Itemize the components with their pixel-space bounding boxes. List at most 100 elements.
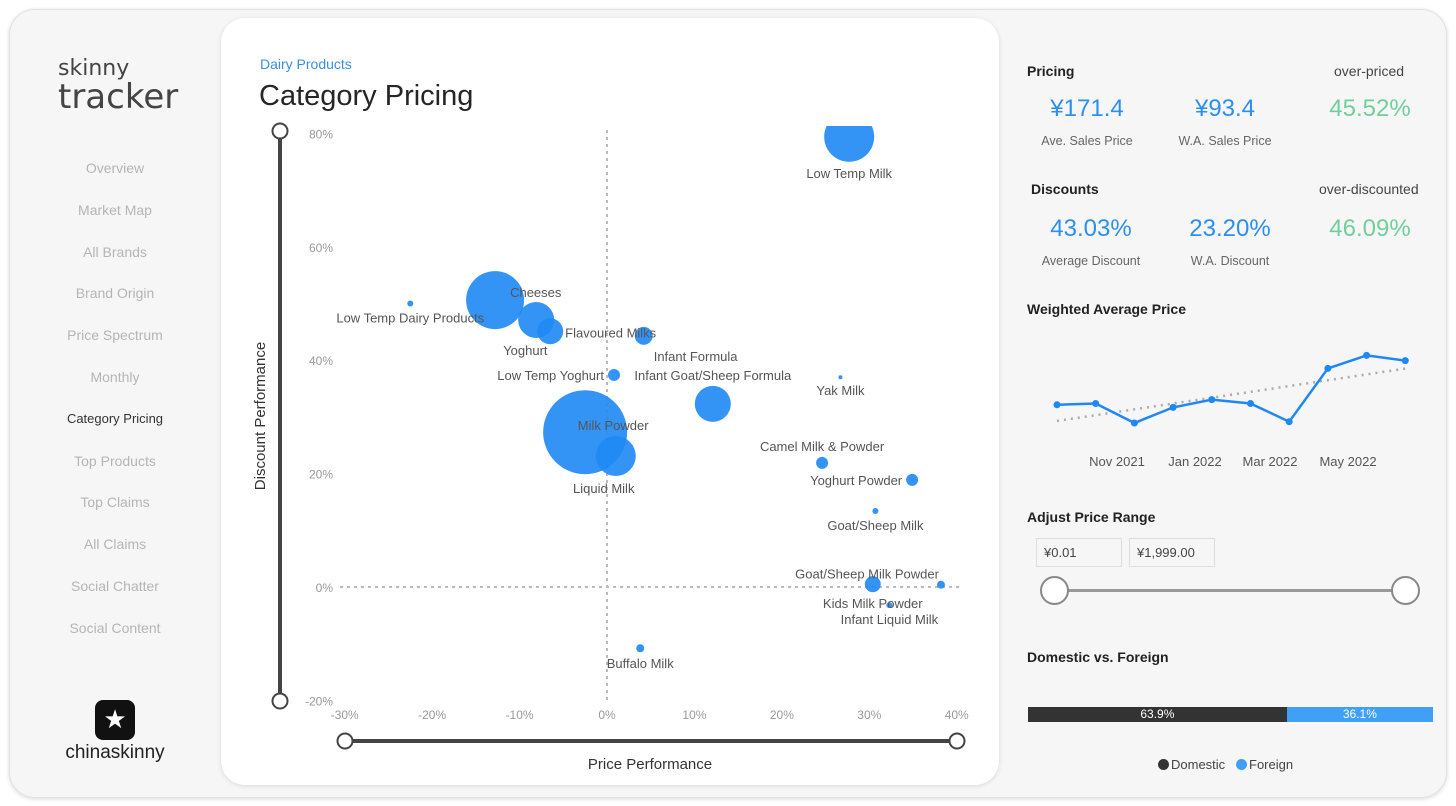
- price-range-min-handle[interactable]: [1040, 576, 1069, 605]
- bubble-cheeses[interactable]: [466, 271, 525, 330]
- point-label: Camel Milk & Powder: [760, 439, 885, 454]
- y-tick-label: 0%: [316, 581, 334, 595]
- price-point[interactable]: [1247, 400, 1254, 407]
- wap-x-tick: May 2022: [1319, 454, 1376, 469]
- sidebar-item-all-brands[interactable]: All Brands: [83, 243, 147, 260]
- price-point[interactable]: [1092, 400, 1100, 407]
- sidebar-item-price-spectrum[interactable]: Price Spectrum: [67, 327, 163, 344]
- price-point[interactable]: [1363, 351, 1371, 359]
- dvf-heading: Domestic vs. Foreign: [1027, 649, 1169, 665]
- sidebar-item-market-map[interactable]: Market Map: [78, 201, 152, 218]
- over-priced-label: over-priced: [1334, 63, 1405, 79]
- sidebar-item-brand-origin[interactable]: Brand Origin: [75, 285, 155, 302]
- bubble-infant-goat-sheep-formula[interactable]: [694, 385, 731, 422]
- sidebar-item-top-products[interactable]: Top Products: [74, 452, 156, 469]
- wa-sales-price-label: W.A. Sales Price: [1178, 134, 1272, 148]
- sidebar-nav: Overview Market Map All Brands Brand Origin…: [30, 155, 200, 657]
- x-tick-label: 30%: [857, 708, 881, 722]
- point-label: Kids Milk Powder: [823, 596, 923, 611]
- domestic-dot-icon: [1158, 759, 1169, 770]
- wa-discount-value: 23.20%: [1189, 215, 1271, 242]
- sidebar-item-social-chatter[interactable]: Social Chatter: [71, 577, 159, 594]
- wap-x-tick: Mar 2022: [1243, 454, 1298, 469]
- min-price-input[interactable]: ¥0.01: [1036, 538, 1122, 567]
- price-point[interactable]: [1401, 357, 1409, 365]
- x-tick-label: -20%: [418, 708, 446, 722]
- legend-domestic[interactable]: Domestic: [1158, 757, 1225, 772]
- y-slider-bottom-handle[interactable]: [271, 692, 289, 710]
- point-label: Milk Powder: [578, 418, 649, 433]
- point-label: Infant Liquid Milk: [841, 612, 939, 627]
- price-point[interactable]: [1324, 364, 1332, 372]
- scatter-chart: Low Temp Milk Low Temp Dairy Products Chee…: [252, 112, 969, 773]
- point-label: Infant Formula: [654, 349, 739, 364]
- point-label: Yak Milk: [816, 383, 865, 398]
- bubble-yoghurt-powder[interactable]: [906, 473, 919, 486]
- x-axis-title: Price Performance: [588, 756, 712, 773]
- foreign-segment[interactable]: 36.1%: [1286, 707, 1433, 722]
- domestic-segment[interactable]: 63.9%: [1028, 707, 1287, 722]
- bubble-goat-sheep-milk-powder[interactable]: [936, 580, 945, 589]
- logo-line2: tracker: [58, 77, 179, 117]
- over-priced-value: 45.52%: [1329, 95, 1411, 122]
- y-tick-label: 20%: [309, 468, 333, 482]
- logo-line1: skinny: [58, 56, 130, 81]
- sidebar-item-social-content[interactable]: Social Content: [69, 619, 161, 636]
- bubble-buffalo-milk[interactable]: [636, 644, 645, 653]
- bubble-goat-sheep-milk[interactable]: [872, 508, 879, 515]
- bubble-camel-milk-powder[interactable]: [816, 456, 829, 469]
- pricing-heading: Pricing: [1027, 63, 1075, 79]
- chinaskinny-brand: ★ chinaskinny: [64, 700, 166, 764]
- discounts-heading: Discounts: [1031, 181, 1099, 197]
- price-point[interactable]: [1169, 403, 1177, 411]
- domestic-foreign-bar: 63.9% 36.1%: [1028, 707, 1433, 722]
- bubble-flavoured-milks[interactable]: [537, 318, 564, 345]
- point-label: Infant Goat/Sheep Formula: [634, 368, 792, 383]
- sidebar-item-all-claims[interactable]: All Claims: [83, 536, 147, 553]
- y-slider-top-handle[interactable]: [271, 122, 289, 140]
- x-tick-label: 20%: [770, 708, 794, 722]
- wap-heading: Weighted Average Price: [1027, 301, 1186, 317]
- bubble-yak-milk[interactable]: [838, 375, 843, 380]
- sidebar-item-category-pricing[interactable]: Category Pricing: [66, 410, 164, 426]
- point-label: Goat/Sheep Milk Powder: [795, 567, 939, 582]
- price-range-heading: Adjust Price Range: [1027, 509, 1156, 525]
- point-label: Yoghurt: [503, 343, 548, 358]
- skinny-tracker-logo: skinny tracker: [58, 56, 179, 117]
- brand-name: chinaskinny: [65, 742, 165, 763]
- price-range-track: [1054, 589, 1406, 592]
- legend-foreign[interactable]: Foreign: [1236, 757, 1293, 772]
- x-tick-label: 40%: [945, 708, 969, 722]
- bubble-infant-liquid-milk[interactable]: [886, 602, 893, 609]
- y-tick-label: 80%: [309, 127, 333, 141]
- breadcrumb[interactable]: Dairy Products: [260, 56, 352, 72]
- wap-x-tick: Jan 2022: [1168, 454, 1222, 469]
- price-point[interactable]: [1285, 418, 1293, 426]
- average-discount-value: 43.03%: [1050, 215, 1132, 242]
- price-point[interactable]: [1053, 401, 1061, 409]
- point-label: Goat/Sheep Milk: [827, 518, 924, 533]
- bubble-low-temp-milk[interactable]: [824, 112, 875, 162]
- x-tick-label: -30%: [331, 708, 359, 722]
- price-point[interactable]: [1208, 396, 1216, 404]
- bubble-kids-milk-powder[interactable]: [864, 576, 881, 593]
- trend-line: [1056, 367, 1406, 423]
- x-slider-right-handle[interactable]: [948, 732, 966, 750]
- max-price-input[interactable]: ¥1,999.00: [1129, 538, 1215, 567]
- y-tick-label: 40%: [309, 354, 333, 368]
- ave-sales-price-value: ¥171.4: [1050, 95, 1124, 122]
- x-slider-left-handle[interactable]: [336, 732, 354, 750]
- price-range-max-handle[interactable]: [1391, 576, 1420, 605]
- sidebar-item-top-claims[interactable]: Top Claims: [80, 494, 150, 511]
- bubble-infant-formula[interactable]: [634, 326, 653, 345]
- sidebar-item-overview[interactable]: Overview: [85, 160, 145, 176]
- average-discount-label: Average Discount: [1041, 254, 1141, 268]
- bubble-liquid-milk[interactable]: [595, 436, 636, 477]
- ave-sales-price-label: Ave. Sales Price: [1041, 134, 1133, 148]
- sidebar-item-monthly[interactable]: Monthly: [90, 368, 140, 385]
- wa-discount-label: W.A. Discount: [1190, 254, 1270, 268]
- bubble-low-temp-dairy-products[interactable]: [407, 300, 414, 307]
- y-tick-label: -20%: [305, 694, 333, 708]
- price-point[interactable]: [1130, 419, 1138, 427]
- bubble-low-temp-yoghurt[interactable]: [607, 368, 620, 381]
